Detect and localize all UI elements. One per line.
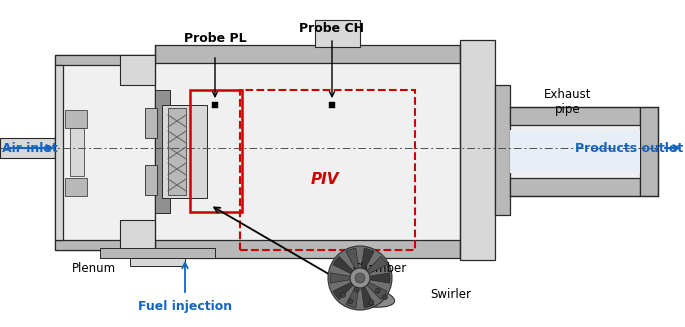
Wedge shape [360, 248, 374, 278]
Bar [315, 20, 360, 47]
Bar [155, 63, 460, 240]
Bar [155, 45, 460, 63]
Ellipse shape [334, 285, 395, 307]
Circle shape [340, 292, 345, 297]
Bar [510, 107, 640, 125]
Bar [212, 102, 218, 108]
Bar [70, 128, 84, 176]
Bar [65, 110, 87, 128]
Text: Probe PL: Probe PL [184, 32, 247, 45]
Text: PIV: PIV [311, 173, 339, 187]
Wedge shape [333, 278, 360, 300]
Bar [495, 85, 510, 215]
Text: Swirler: Swirler [430, 288, 471, 301]
Bar [130, 258, 185, 266]
Text: Fuel injection: Fuel injection [138, 300, 232, 313]
Bar [145, 108, 157, 138]
Circle shape [328, 246, 392, 310]
Wedge shape [330, 273, 360, 283]
Wedge shape [346, 278, 360, 308]
Bar [145, 165, 157, 195]
Text: Air inlet: Air inlet [2, 142, 58, 154]
Circle shape [350, 268, 370, 288]
Circle shape [354, 287, 359, 292]
Bar [162, 105, 207, 198]
Text: Products outlet: Products outlet [575, 142, 683, 154]
Circle shape [369, 300, 374, 305]
Wedge shape [360, 273, 390, 283]
Circle shape [375, 288, 380, 293]
Wedge shape [360, 278, 387, 300]
Text: Chamber: Chamber [353, 262, 407, 275]
Text: Probe CH: Probe CH [299, 22, 364, 35]
Bar [65, 178, 87, 196]
Bar [155, 90, 170, 155]
Bar [120, 55, 155, 85]
Bar [240, 90, 415, 250]
Bar [640, 107, 658, 196]
Bar [55, 240, 155, 250]
Bar [155, 148, 170, 213]
Bar [55, 65, 63, 240]
Bar [100, 248, 215, 258]
Wedge shape [360, 278, 374, 308]
Wedge shape [333, 256, 360, 278]
Circle shape [355, 273, 365, 283]
Circle shape [348, 299, 353, 304]
Bar [510, 178, 640, 196]
Bar [460, 40, 495, 260]
Wedge shape [346, 248, 360, 278]
Bar [329, 102, 335, 108]
Bar [120, 220, 155, 250]
Bar [510, 130, 640, 173]
Bar [55, 55, 155, 250]
Bar [168, 108, 186, 195]
Bar [190, 90, 242, 212]
Circle shape [382, 295, 388, 300]
Bar [55, 55, 155, 65]
Bar [0, 138, 55, 158]
Text: Plenum: Plenum [72, 262, 116, 275]
Bar [510, 125, 640, 178]
Bar [155, 240, 460, 258]
Text: Exhaust
pipe: Exhaust pipe [545, 88, 592, 116]
Wedge shape [360, 256, 387, 278]
